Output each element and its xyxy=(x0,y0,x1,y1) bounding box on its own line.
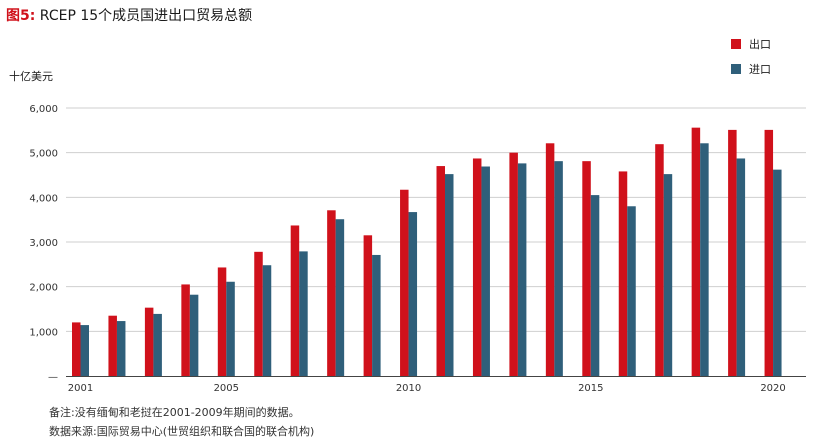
bar-import-2006 xyxy=(262,265,272,376)
bar-import-2003 xyxy=(153,313,162,376)
bar-import-2019 xyxy=(736,158,746,376)
bar-import-2011 xyxy=(445,174,454,376)
bar-import-2012 xyxy=(481,166,490,376)
bar-import-2001 xyxy=(80,325,89,376)
bar-export-2002 xyxy=(108,315,117,376)
bar-export-2011 xyxy=(436,166,445,376)
bar-import-2018 xyxy=(700,143,709,376)
bar-export-2020 xyxy=(764,129,774,376)
bar-export-2018 xyxy=(691,127,701,376)
x-tick-label: 2015 xyxy=(578,383,603,394)
bar-import-2017 xyxy=(663,174,673,376)
bar-export-2006 xyxy=(254,251,263,376)
bar-import-2009 xyxy=(372,254,381,376)
x-tick-label: 2020 xyxy=(760,383,785,394)
x-tick-label: 2005 xyxy=(214,383,239,394)
x-tick-label: 2010 xyxy=(396,383,421,394)
bar-export-2008 xyxy=(327,210,336,376)
bar-export-2003 xyxy=(144,307,154,376)
bar-import-2002 xyxy=(116,321,126,376)
bar-export-2012 xyxy=(472,158,482,376)
bar-import-2014 xyxy=(554,161,563,376)
bar-import-2010 xyxy=(408,212,418,376)
title-text: RCEP 15个成员国进出口贸易总额 xyxy=(39,8,253,24)
bar-export-2001 xyxy=(72,322,81,376)
bar-export-2017 xyxy=(655,144,664,376)
bar-import-2004 xyxy=(189,294,199,376)
bar-export-2013 xyxy=(509,152,518,376)
bar-import-2007 xyxy=(299,251,308,376)
bar-import-2020 xyxy=(773,169,782,376)
legend: 出口 进口 xyxy=(731,37,771,87)
legend-label-export: 出口 xyxy=(749,37,771,51)
legend-item-export: 出口 xyxy=(731,37,771,51)
bar-export-2019 xyxy=(728,129,737,376)
y-tick-label: 1,000 xyxy=(29,327,58,338)
footnote-note: 备注:没有缅甸和老挝在2001-2009年期间的数据。 xyxy=(49,406,300,419)
legend-item-import: 进口 xyxy=(731,62,771,76)
y-tick-label: — xyxy=(48,372,58,383)
x-tick-label: 2001 xyxy=(68,383,93,394)
bar-export-2014 xyxy=(545,143,555,376)
y-tick-label: 5,000 xyxy=(29,149,58,160)
bar-import-2016 xyxy=(627,206,636,376)
figure-label: 图5: xyxy=(6,8,36,24)
chart-title: 图5: RCEP 15个成员国进出口贸易总额 xyxy=(6,5,252,25)
y-tick-label: 3,000 xyxy=(29,238,58,249)
bar-import-2005 xyxy=(226,281,235,376)
bar-export-2005 xyxy=(217,267,227,376)
y-tick-label: 6,000 xyxy=(29,104,58,115)
legend-label-import: 进口 xyxy=(749,62,771,76)
bar-export-2004 xyxy=(181,284,190,376)
bar-export-2007 xyxy=(290,225,300,376)
bar-import-2008 xyxy=(335,219,345,376)
legend-swatch-export xyxy=(731,38,741,49)
bar-export-2010 xyxy=(400,189,409,376)
bar-export-2009 xyxy=(363,235,373,376)
y-tick-label: 2,000 xyxy=(29,283,58,294)
bar-import-2013 xyxy=(517,163,527,376)
bar-export-2016 xyxy=(618,171,628,376)
footnote-source: 数据来源:国际贸易中心(世贸组织和联合国的联合机构) xyxy=(49,425,315,438)
bar-export-2015 xyxy=(582,161,591,376)
y-tick-label: 4,000 xyxy=(29,193,58,204)
footnotes: 备注:没有缅甸和老挝在2001-2009年期间的数据。 数据来源:国际贸易中心(… xyxy=(49,403,314,441)
bar-import-2015 xyxy=(590,195,600,376)
y-axis-label: 十亿美元 xyxy=(9,70,53,83)
legend-swatch-import xyxy=(731,63,741,74)
